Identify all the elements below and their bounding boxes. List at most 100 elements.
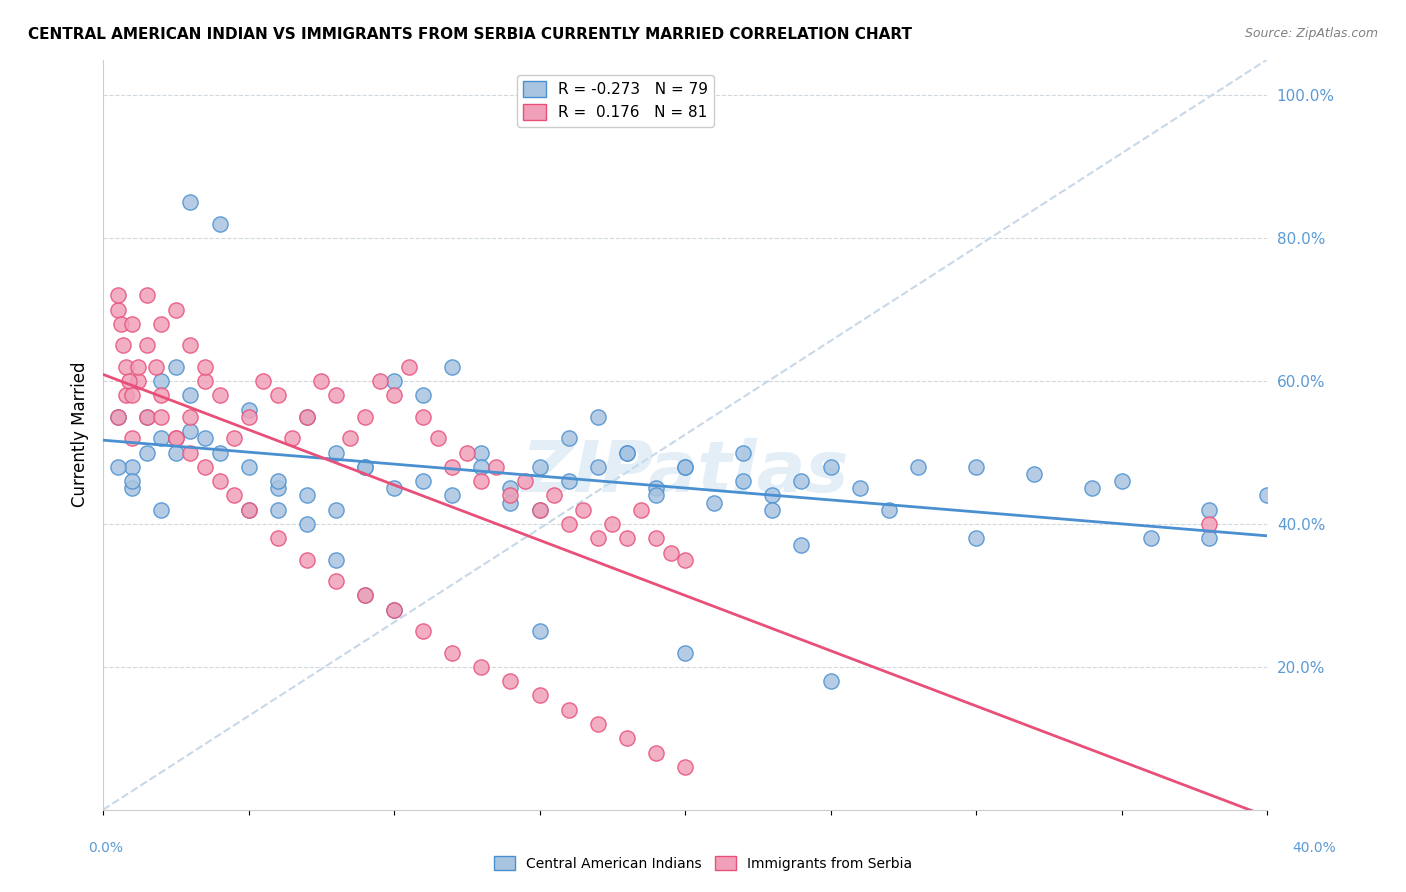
Point	[645, 488, 668, 502]
Point	[398, 359, 420, 374]
Point	[499, 481, 522, 495]
Point	[325, 388, 347, 402]
Point	[238, 409, 260, 424]
Point	[529, 459, 551, 474]
Point	[412, 474, 434, 488]
Point	[529, 624, 551, 639]
Point	[790, 538, 813, 552]
Point	[115, 359, 138, 374]
Point	[325, 552, 347, 566]
Point	[557, 703, 579, 717]
Point	[118, 374, 141, 388]
Point	[572, 502, 595, 516]
Point	[150, 317, 173, 331]
Point	[426, 431, 449, 445]
Point	[354, 588, 377, 602]
Point	[150, 374, 173, 388]
Point	[645, 746, 668, 760]
Point	[441, 646, 464, 660]
Point	[121, 474, 143, 488]
Point	[179, 424, 201, 438]
Point	[848, 481, 870, 495]
Point	[354, 459, 377, 474]
Point	[107, 288, 129, 302]
Point	[267, 502, 290, 516]
Point	[1081, 481, 1104, 495]
Point	[659, 545, 682, 559]
Point	[150, 502, 173, 516]
Point	[499, 495, 522, 509]
Point	[208, 217, 231, 231]
Point	[761, 502, 783, 516]
Point	[179, 409, 201, 424]
Point	[107, 409, 129, 424]
Point	[470, 445, 492, 459]
Y-axis label: Currently Married: Currently Married	[72, 362, 89, 508]
Point	[499, 674, 522, 689]
Point	[965, 459, 987, 474]
Point	[127, 374, 149, 388]
Point	[382, 374, 405, 388]
Point	[485, 459, 508, 474]
Point	[311, 374, 333, 388]
Point	[645, 531, 668, 545]
Point	[107, 459, 129, 474]
Point	[1198, 516, 1220, 531]
Point	[107, 302, 129, 317]
Point	[1198, 502, 1220, 516]
Point	[179, 195, 201, 210]
Point	[441, 488, 464, 502]
Point	[733, 474, 755, 488]
Point	[382, 602, 405, 616]
Point	[145, 359, 167, 374]
Point	[179, 445, 201, 459]
Text: 0.0%: 0.0%	[89, 841, 122, 855]
Point	[267, 531, 290, 545]
Text: ZIPatlas: ZIPatlas	[522, 438, 849, 507]
Point	[238, 502, 260, 516]
Point	[673, 552, 696, 566]
Point	[877, 502, 900, 516]
Point	[295, 409, 318, 424]
Point	[616, 731, 638, 746]
Point	[325, 445, 347, 459]
Point	[127, 359, 149, 374]
Point	[208, 445, 231, 459]
Point	[295, 409, 318, 424]
Point	[165, 445, 187, 459]
Point	[470, 660, 492, 674]
Point	[1024, 467, 1046, 481]
Point	[208, 388, 231, 402]
Point	[165, 431, 187, 445]
Point	[325, 574, 347, 588]
Point	[673, 459, 696, 474]
Point	[820, 459, 842, 474]
Point	[703, 495, 725, 509]
Point	[470, 474, 492, 488]
Point	[820, 674, 842, 689]
Point	[733, 445, 755, 459]
Point	[382, 388, 405, 402]
Point	[121, 481, 143, 495]
Point	[354, 409, 377, 424]
Point	[557, 474, 579, 488]
Point	[456, 445, 478, 459]
Point	[790, 474, 813, 488]
Point	[295, 516, 318, 531]
Point	[179, 338, 201, 352]
Point	[325, 502, 347, 516]
Point	[135, 288, 157, 302]
Point	[194, 459, 217, 474]
Point	[354, 459, 377, 474]
Point	[238, 402, 260, 417]
Point	[115, 388, 138, 402]
Point	[165, 431, 187, 445]
Text: 40.0%: 40.0%	[1292, 841, 1337, 855]
Point	[1111, 474, 1133, 488]
Point	[135, 409, 157, 424]
Point	[1198, 531, 1220, 545]
Point	[150, 409, 173, 424]
Point	[194, 359, 217, 374]
Point	[135, 409, 157, 424]
Point	[339, 431, 361, 445]
